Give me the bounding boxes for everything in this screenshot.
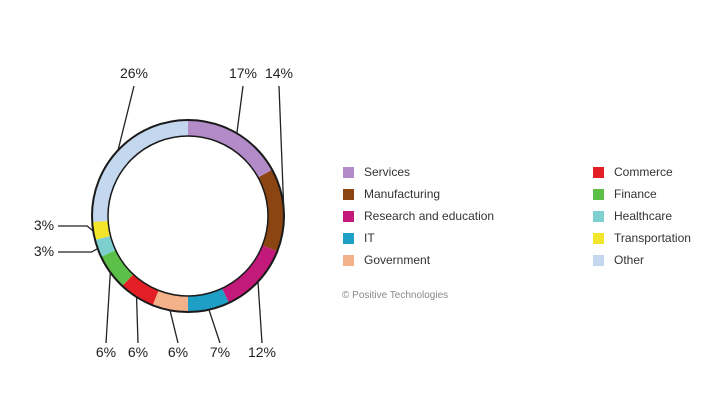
legend-swatch (593, 188, 604, 200)
slice-other (92, 120, 188, 223)
legend-swatch (593, 254, 604, 266)
legend-swatch (343, 166, 354, 178)
legend-swatch (593, 232, 604, 244)
slice-label-it: 7% (210, 344, 230, 360)
legend-swatch (593, 210, 604, 222)
slice-label-finance: 6% (96, 344, 116, 360)
leader-transportation (58, 225, 94, 232)
legend-label: Commerce (614, 165, 673, 179)
legend-item-it: IT (343, 231, 375, 245)
slice-commerce (122, 274, 159, 306)
leader-finance (105, 272, 111, 344)
legend-label: Healthcare (614, 209, 673, 223)
legend-item-healthcare: Healthcare (593, 209, 672, 223)
legend-swatch (343, 210, 354, 222)
legend-item-government: Government (343, 253, 430, 267)
copyright-note: © Positive Technologies (342, 290, 449, 301)
legend-label: Finance (614, 187, 657, 201)
leader-services (236, 85, 244, 134)
slice-services (188, 120, 273, 178)
legend-swatch (343, 254, 354, 266)
slice-label-government: 6% (168, 344, 188, 360)
legend-label: IT (364, 231, 375, 245)
legend-swatch (343, 232, 354, 244)
donut-inner-ring (107, 135, 269, 297)
legend-label: Research and education (364, 209, 495, 223)
legend-item-manufacturing: Manufacturing (343, 187, 440, 201)
legend-item-other: Other (593, 253, 644, 267)
legend-item-transportation: Transportation (593, 231, 691, 245)
slice-label-services: 17% (229, 65, 257, 81)
leader-manufacturing (278, 85, 285, 210)
legend-item-finance: Finance (593, 187, 657, 201)
slice-label-research-and-education: 12% (248, 344, 276, 360)
leader-other (117, 85, 135, 151)
legend-item-services: Services (343, 165, 410, 179)
slice-research-and-education (222, 245, 278, 303)
slice-finance (101, 250, 134, 286)
slice-label-manufacturing: 14% (265, 65, 293, 81)
leader-commerce (135, 297, 139, 344)
legend-label: Government (364, 253, 431, 267)
legend-label: Other (614, 253, 645, 267)
legend-item-research-and-education: Research and education (343, 209, 494, 223)
leader-healthcare (58, 247, 99, 253)
slice-transportation (92, 221, 111, 240)
legend-swatch (343, 188, 354, 200)
legend-swatch (593, 166, 604, 178)
leader-government (169, 310, 179, 344)
legend-label: Transportation (614, 231, 691, 245)
leader-research-and-education (257, 281, 263, 344)
slice-label-commerce: 6% (128, 344, 148, 360)
slice-label-transportation: 3% (34, 217, 54, 233)
slice-label-other: 26% (120, 65, 148, 81)
legend-item-commerce: Commerce (593, 165, 673, 179)
slice-manufacturing (258, 169, 284, 252)
donut-outer-ring (91, 119, 285, 313)
legend-label: Services (364, 165, 411, 179)
legend-label: Manufacturing (364, 187, 441, 201)
slice-label-healthcare: 3% (34, 243, 54, 259)
leader-it (208, 309, 221, 344)
slice-healthcare (95, 235, 116, 257)
